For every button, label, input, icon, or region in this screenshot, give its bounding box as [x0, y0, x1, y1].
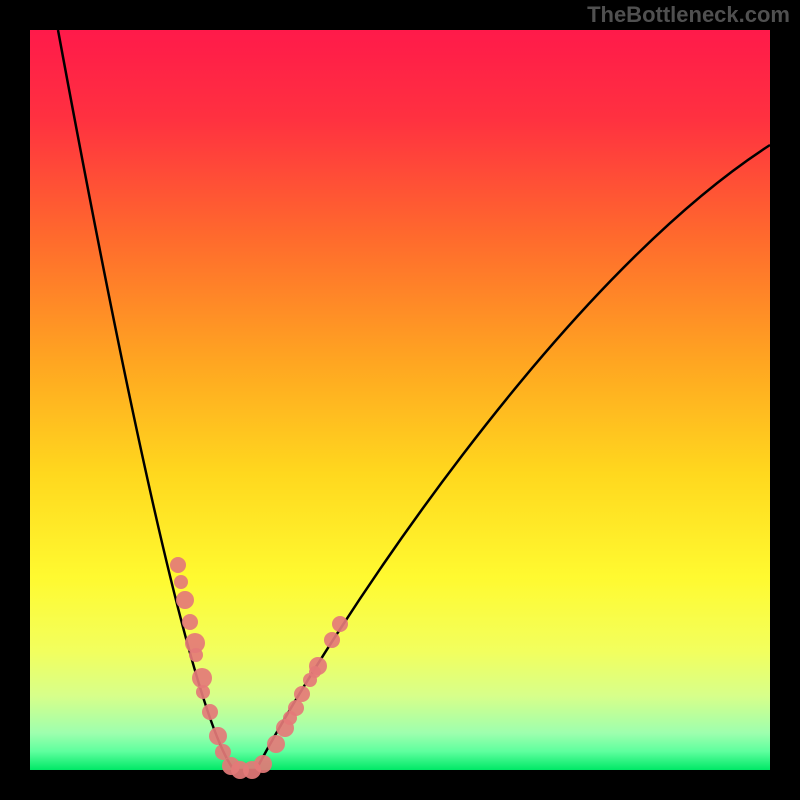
scatter-dot	[182, 614, 198, 630]
scatter-dot	[176, 591, 194, 609]
plot-background	[30, 30, 770, 770]
scatter-dot	[303, 673, 317, 687]
scatter-dot	[170, 557, 186, 573]
scatter-dot	[254, 755, 272, 773]
scatter-dot	[294, 686, 310, 702]
scatter-dot	[332, 616, 348, 632]
scatter-dot	[192, 668, 212, 688]
scatter-dot	[267, 735, 285, 753]
chart-svg	[0, 0, 800, 800]
scatter-dot	[209, 727, 227, 745]
scatter-dot	[196, 685, 210, 699]
watermark-text: TheBottleneck.com	[587, 2, 790, 28]
chart-root: TheBottleneck.com	[0, 0, 800, 800]
scatter-dot	[189, 648, 203, 662]
scatter-dot	[174, 575, 188, 589]
scatter-dot	[283, 711, 297, 725]
scatter-dot	[324, 632, 340, 648]
scatter-dot	[202, 704, 218, 720]
